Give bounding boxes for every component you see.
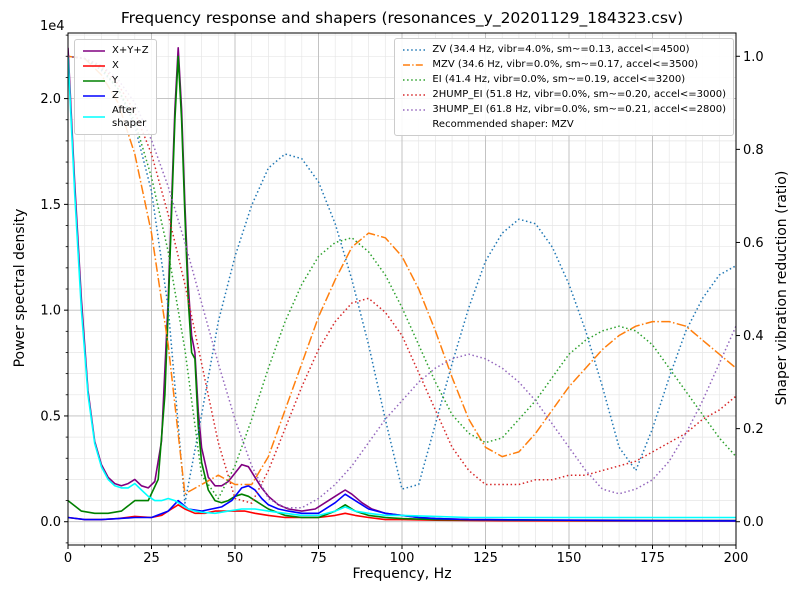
y-right-tick-label: 0.2 — [743, 422, 764, 437]
y-left-tick-label: 1.0 — [40, 304, 61, 319]
legend-line-sample-mzv — [402, 61, 426, 69]
legend-psd: X+Y+Z X Y Z After shaper — [74, 39, 157, 135]
legend-entry-3hump_ei: 3HUMP_EI (61.8 Hz, vibr=0.0%, sm~=0.21, … — [402, 103, 726, 116]
legend-line-sample-2hump_ei — [402, 91, 426, 99]
x-tick-label: 100 — [390, 551, 415, 566]
x-tick-label: 175 — [640, 551, 665, 566]
legend-label-y: Y — [112, 75, 119, 86]
series-after_shaper — [68, 56, 736, 519]
legend-shapers: ZV (34.4 Hz, vibr=4.0%, sm~=0.13, accel<… — [394, 38, 734, 136]
legend-entry-xyz: X+Y+Z — [82, 44, 149, 57]
legend-label-3hump_ei: 3HUMP_EI (61.8 Hz, vibr=0.0%, sm~=0.21, … — [432, 104, 726, 115]
chart-title: Frequency response and shapers (resonanc… — [120, 9, 684, 27]
y-left-tick-label: 0.5 — [40, 409, 61, 424]
x-axis-label: Frequency, Hz — [352, 566, 452, 582]
y-right-tick-label: 0.4 — [743, 329, 764, 344]
legend-label-x: X — [112, 60, 119, 71]
y-right-tick-label: 1.0 — [743, 50, 764, 65]
y-right-tick-label: 0.0 — [743, 515, 764, 530]
y-right-tick-label: 0.8 — [743, 143, 764, 158]
legend-entry-mzv: MZV (34.6 Hz, vibr=0.0%, sm~=0.17, accel… — [402, 58, 726, 71]
legend-label-xyz: X+Y+Z — [112, 45, 149, 56]
x-tick-label: 200 — [724, 551, 749, 566]
y-right-tick-label: 0.6 — [743, 236, 764, 251]
legend-label-after_shaper: After shaper — [112, 105, 147, 129]
x-tick-label: 150 — [557, 551, 582, 566]
axes: 0 25 50 75 100 125 150 175 200 0.0 0.5 1.0 1.5 2.0 0.0… — [40, 32, 764, 566]
series-mzv — [68, 55, 736, 495]
series-xyz — [68, 47, 736, 522]
y-axis-label-left: Power spectral density — [12, 208, 28, 368]
series-3hump_ei — [68, 55, 736, 509]
legend-label-ei: EI (41.4 Hz, vibr=0.0%, sm~=0.19, accel<… — [432, 74, 686, 85]
y-left-tick-label: 1.5 — [40, 198, 61, 213]
legend-line-sample-after_shaper — [82, 113, 106, 121]
series-group — [68, 47, 736, 522]
y-left-tick-label: 2.0 — [40, 92, 61, 107]
legend-line-sample-3hump_ei — [402, 106, 426, 114]
legend-entry-y: Y — [82, 74, 149, 87]
legend-note-recommended-shaper: Recommended shaper: MZV — [402, 118, 726, 131]
x-tick-label: 75 — [310, 551, 327, 566]
x-tick-label: 0 — [64, 551, 72, 566]
y-left-tick-label: 0.0 — [40, 515, 61, 530]
legend-entry-zv: ZV (34.4 Hz, vibr=4.0%, sm~=0.13, accel<… — [402, 43, 726, 56]
y-axis-offset-label: 1e4 — [40, 19, 65, 34]
legend-label-zv: ZV (34.4 Hz, vibr=4.0%, sm~=0.13, accel<… — [432, 44, 690, 55]
series-ei — [68, 55, 736, 500]
legend-entry-z: Z — [82, 89, 149, 102]
legend-label-z: Z — [112, 90, 119, 101]
x-tick-label: 125 — [473, 551, 498, 566]
legend-label-2hump_ei: 2HUMP_EI (51.8 Hz, vibr=0.0%, sm~=0.20, … — [432, 89, 726, 100]
legend-entry-2hump_ei: 2HUMP_EI (51.8 Hz, vibr=0.0%, sm~=0.20, … — [402, 88, 726, 101]
legend-entry-after_shaper: After shaper — [82, 104, 149, 130]
legend-line-sample-z — [82, 92, 106, 100]
legend-line-sample-x — [82, 62, 106, 70]
y-axis-label-right: Shaper vibration reduction (ratio) — [774, 170, 790, 406]
legend-line-sample-xyz — [82, 47, 106, 55]
legend-entry-ei: EI (41.4 Hz, vibr=0.0%, sm~=0.19, accel<… — [402, 73, 726, 86]
legend-line-sample-y — [82, 77, 106, 85]
legend-note-label: Recommended shaper: MZV — [432, 119, 574, 130]
legend-line-sample-ei — [402, 76, 426, 84]
x-tick-label: 25 — [143, 551, 160, 566]
legend-entry-x: X — [82, 59, 149, 72]
legend-line-sample-zv — [402, 46, 426, 54]
x-tick-label: 50 — [227, 551, 244, 566]
legend-label-mzv: MZV (34.6 Hz, vibr=0.0%, sm~=0.17, accel… — [432, 59, 699, 70]
legend-blank-sample — [402, 121, 426, 129]
